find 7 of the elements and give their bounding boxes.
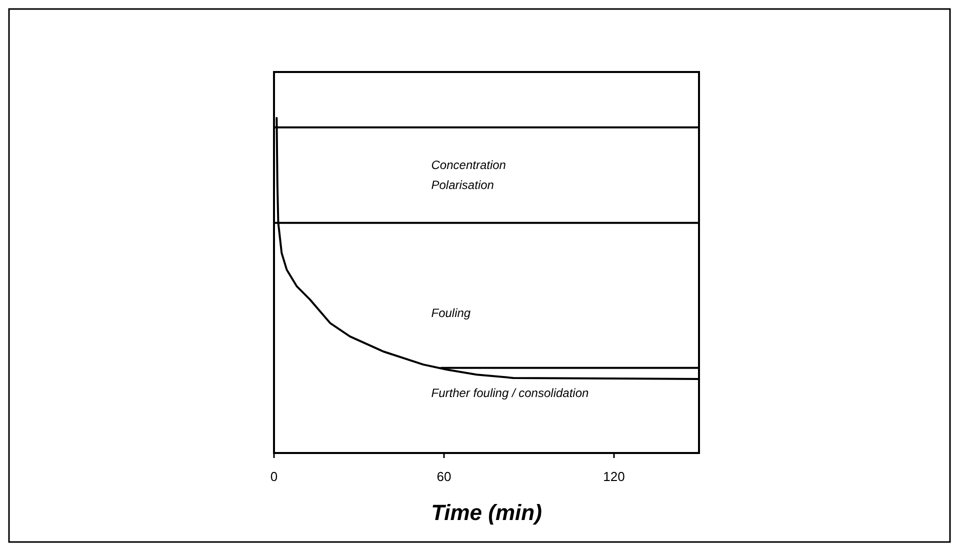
x-tick-label: 120 — [603, 469, 625, 484]
annotation: Fouling — [431, 306, 471, 320]
x-axis-title: Time (min) — [431, 500, 542, 525]
x-tick-label: 60 — [436, 469, 452, 484]
x-tick-label: 0 — [270, 469, 278, 484]
annotation: Concentration Polarisation — [431, 158, 506, 192]
annotation: Further fouling / consolidation — [431, 386, 589, 400]
